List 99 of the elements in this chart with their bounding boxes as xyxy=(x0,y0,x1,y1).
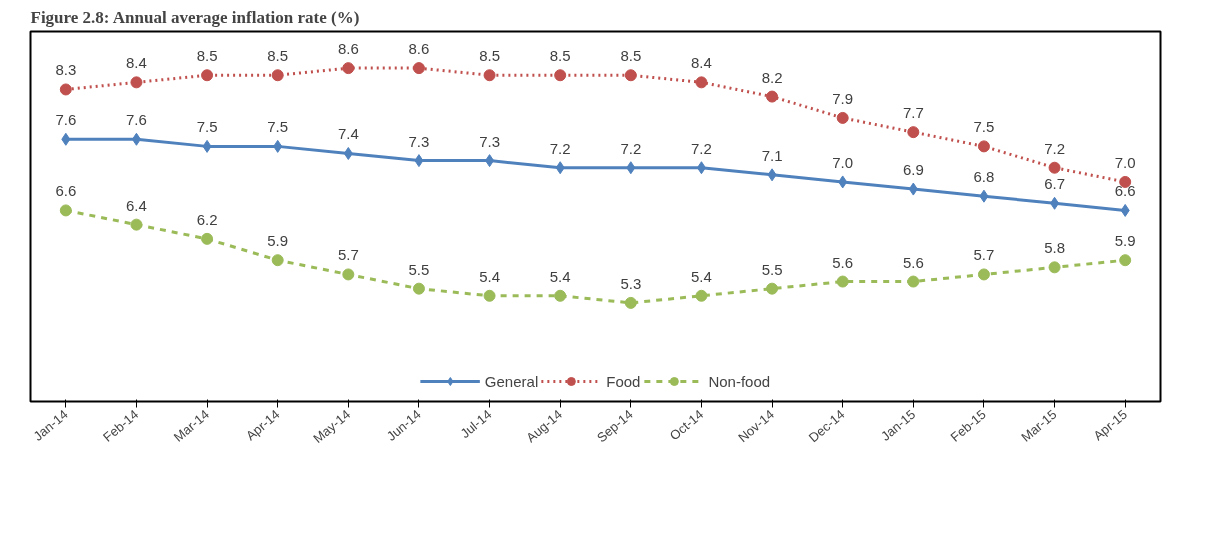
data-label: 5.6 xyxy=(902,253,924,271)
data-label: 6.7 xyxy=(1044,175,1065,193)
data-label: 8.5 xyxy=(196,47,218,65)
point xyxy=(201,69,214,82)
point xyxy=(554,289,567,302)
point xyxy=(59,83,72,96)
point xyxy=(908,182,918,196)
data-label: 5.6 xyxy=(832,253,854,271)
point xyxy=(59,204,72,217)
data-label: 7.3 xyxy=(479,132,500,150)
point xyxy=(412,282,425,295)
point xyxy=(624,69,637,82)
point xyxy=(414,154,424,168)
point xyxy=(695,76,708,89)
point xyxy=(201,232,214,245)
data-label: 8.5 xyxy=(620,47,642,65)
data-label: 7.5 xyxy=(196,118,218,136)
point xyxy=(271,254,284,267)
point xyxy=(273,139,283,153)
point xyxy=(907,275,920,288)
point xyxy=(1120,203,1130,217)
data-label: 7.2 xyxy=(620,139,642,157)
point xyxy=(554,69,567,82)
data-label: 7.0 xyxy=(1114,153,1136,171)
point xyxy=(412,62,425,75)
data-label: 7.1 xyxy=(761,146,783,164)
chart-title: Figure 2.8: Annual average inflation rate (%) xyxy=(30,7,360,27)
point xyxy=(1119,254,1132,267)
point xyxy=(271,69,284,82)
point xyxy=(483,69,496,82)
data-label: 5.8 xyxy=(1044,239,1065,257)
data-label: 7.7 xyxy=(902,104,924,122)
point xyxy=(130,76,143,89)
data-label: 7.2 xyxy=(549,139,571,157)
legend-label: General xyxy=(484,372,539,390)
data-label: 8.5 xyxy=(479,47,500,65)
data-label: 5.7 xyxy=(337,246,359,264)
data-label: 6.6 xyxy=(55,182,77,200)
point xyxy=(483,289,496,302)
point xyxy=(836,111,849,124)
point xyxy=(979,189,989,203)
point xyxy=(695,289,708,302)
point xyxy=(202,139,212,153)
point xyxy=(342,268,355,281)
point xyxy=(342,62,355,75)
data-label: 7.2 xyxy=(1044,139,1065,157)
point xyxy=(696,161,706,175)
data-label: 7.6 xyxy=(126,111,147,129)
data-label: 7.0 xyxy=(832,153,854,171)
legend-label: Food xyxy=(606,372,641,390)
data-label: 5.5 xyxy=(408,260,430,278)
point xyxy=(838,175,848,189)
data-label: 8.4 xyxy=(126,54,147,72)
point xyxy=(977,268,990,281)
data-label: 5.9 xyxy=(267,232,289,250)
data-label: 8.5 xyxy=(267,47,289,65)
data-label: 8.6 xyxy=(408,40,430,58)
data-label: 5.9 xyxy=(1114,232,1136,250)
point xyxy=(626,161,636,175)
data-label: 7.5 xyxy=(973,118,995,136)
data-label: 5.4 xyxy=(549,267,571,285)
point xyxy=(624,296,637,309)
point xyxy=(767,168,777,182)
point xyxy=(1050,196,1060,210)
data-label: 7.4 xyxy=(337,125,359,143)
data-label: 5.4 xyxy=(479,267,500,285)
data-label: 5.5 xyxy=(761,260,783,278)
data-label: 7.5 xyxy=(267,118,289,136)
point xyxy=(555,161,565,175)
data-label: 8.4 xyxy=(691,54,712,72)
data-label: 6.6 xyxy=(1114,182,1136,200)
point xyxy=(61,132,71,146)
data-label: 5.3 xyxy=(620,274,642,292)
data-label: 7.3 xyxy=(408,132,430,150)
data-label: 6.4 xyxy=(126,196,147,214)
data-label: 5.7 xyxy=(973,246,995,264)
point xyxy=(130,218,143,231)
data-label: 8.3 xyxy=(55,61,77,79)
point xyxy=(907,126,920,139)
point xyxy=(485,154,495,168)
point xyxy=(766,282,779,295)
data-label: 6.8 xyxy=(973,168,995,186)
point xyxy=(1048,161,1061,174)
data-label: 8.5 xyxy=(549,47,571,65)
data-label: 5.4 xyxy=(691,267,712,285)
point xyxy=(836,275,849,288)
data-label: 7.9 xyxy=(832,89,854,107)
point xyxy=(766,90,779,103)
data-label: 6.9 xyxy=(902,161,924,179)
point xyxy=(131,132,141,146)
point xyxy=(343,147,353,160)
data-label: 8.6 xyxy=(337,40,359,58)
point xyxy=(1048,261,1061,274)
point xyxy=(977,140,990,153)
data-label: 7.6 xyxy=(55,111,77,129)
data-label: 8.2 xyxy=(761,68,783,86)
data-label: 6.2 xyxy=(196,210,218,228)
legend-label: Non-food xyxy=(708,372,771,390)
data-label: 7.2 xyxy=(691,139,712,157)
